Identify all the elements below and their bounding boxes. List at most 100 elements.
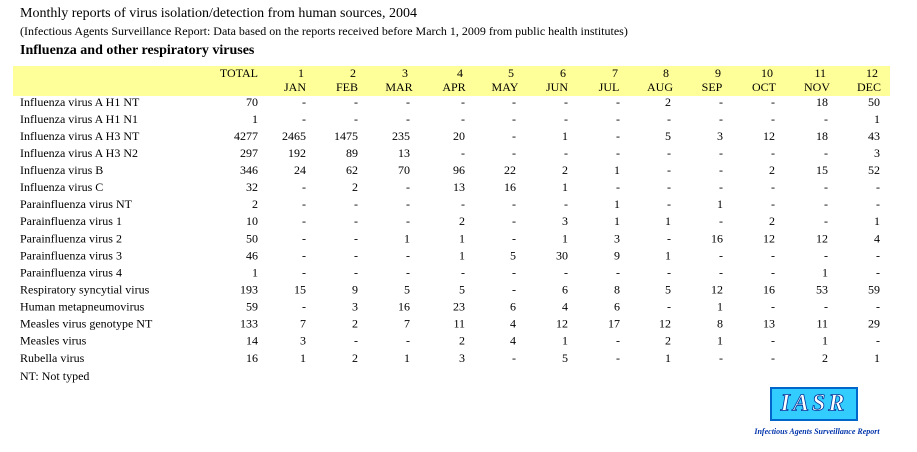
cell: - [719, 95, 723, 109]
cell: 43 [868, 129, 880, 143]
cell: - [667, 163, 671, 177]
cell: 1 [300, 351, 306, 365]
cell: 12 [711, 283, 723, 297]
cell: - [461, 95, 465, 109]
cell: 5 [459, 283, 465, 297]
cell: 9 [352, 283, 358, 297]
cell: 3 [459, 351, 465, 365]
cell: 3 [717, 129, 723, 143]
cell: 1 [614, 214, 620, 228]
cell: 2 [252, 197, 258, 211]
cell: - [406, 112, 410, 126]
row-name: Parainfluenza virus NT [20, 197, 133, 211]
cell: 133 [240, 317, 258, 331]
month-number: 3 [402, 66, 408, 80]
cell: - [719, 265, 723, 279]
cell: - [406, 248, 410, 262]
cell: 3 [300, 334, 306, 348]
cell: - [406, 197, 410, 211]
row-name: Parainfluenza virus 2 [20, 231, 122, 245]
month-number: 10 [761, 66, 773, 80]
cell: 2 [352, 180, 358, 194]
month-name: MAY [492, 80, 519, 94]
row-name: Measles virus genotype NT [20, 317, 153, 331]
month-number: 6 [560, 66, 566, 80]
cell: 52 [868, 163, 880, 177]
cell: - [667, 300, 671, 314]
logo-caption: Infectious Agents Surveillance Report [753, 427, 880, 436]
cell: 2 [822, 351, 828, 365]
row-name: Influenza virus C [20, 180, 103, 194]
cell: 2 [459, 214, 465, 228]
cell: - [512, 351, 516, 365]
cell: - [719, 351, 723, 365]
cell: - [512, 265, 516, 279]
cell: 1 [614, 197, 620, 211]
cell: 16 [763, 283, 775, 297]
cell: 297 [240, 146, 258, 160]
cell: - [302, 248, 306, 262]
cell: 18 [816, 95, 828, 109]
cell: - [406, 334, 410, 348]
cell: 6 [614, 300, 620, 314]
logo-mark: IASR [780, 391, 848, 417]
cell: - [564, 197, 568, 211]
cell: - [512, 129, 516, 143]
cell: - [302, 231, 306, 245]
cell: 16 [398, 300, 410, 314]
cell: - [461, 197, 465, 211]
row-name: Influenza virus A H3 NT [20, 129, 140, 143]
cell: 2 [665, 95, 671, 109]
cell: - [354, 214, 358, 228]
cell: 16 [246, 351, 258, 365]
cell: 5 [510, 248, 516, 262]
row-name: Influenza virus A H1 NT [20, 95, 140, 109]
month-number: 2 [350, 66, 356, 80]
cell: 50 [868, 95, 880, 109]
cell: 5 [562, 351, 568, 365]
cell: - [616, 112, 620, 126]
month-number: 7 [612, 66, 618, 80]
cell: - [824, 180, 828, 194]
cell: 15 [294, 283, 306, 297]
cell: - [406, 95, 410, 109]
cell: - [616, 265, 620, 279]
cell: 59 [868, 283, 880, 297]
month-name: DEC [857, 80, 881, 94]
month-name: OCT [752, 80, 777, 94]
cell: 30 [556, 248, 568, 262]
cell: 14 [246, 334, 258, 348]
cell: - [302, 112, 306, 126]
cell: 13 [398, 146, 410, 160]
cell: - [719, 248, 723, 262]
cell: - [876, 300, 880, 314]
cell: 15 [816, 163, 828, 177]
cell: 1 [252, 265, 258, 279]
cell: 12 [763, 129, 775, 143]
cell: 2 [769, 214, 775, 228]
cell: 12 [763, 231, 775, 245]
cell: - [354, 197, 358, 211]
month-name: JAN [284, 80, 306, 94]
cell: - [302, 197, 306, 211]
cell: 22 [504, 163, 516, 177]
cell: 1 [717, 334, 723, 348]
cell: 3 [874, 146, 880, 160]
month-number: 9 [715, 66, 721, 80]
cell: 193 [240, 283, 258, 297]
cell: - [771, 300, 775, 314]
month-name: APR [442, 80, 465, 94]
cell: - [771, 248, 775, 262]
month-name: NOV [804, 80, 830, 94]
month-number: 1 [298, 66, 304, 80]
cell: 1 [665, 351, 671, 365]
cell: 346 [240, 163, 258, 177]
month-number: 5 [508, 66, 514, 80]
cell: 2465 [282, 129, 306, 143]
cell: - [512, 146, 516, 160]
cell: 53 [816, 283, 828, 297]
cell: - [616, 334, 620, 348]
cell: - [512, 112, 516, 126]
cell: - [771, 112, 775, 126]
cell: - [461, 146, 465, 160]
